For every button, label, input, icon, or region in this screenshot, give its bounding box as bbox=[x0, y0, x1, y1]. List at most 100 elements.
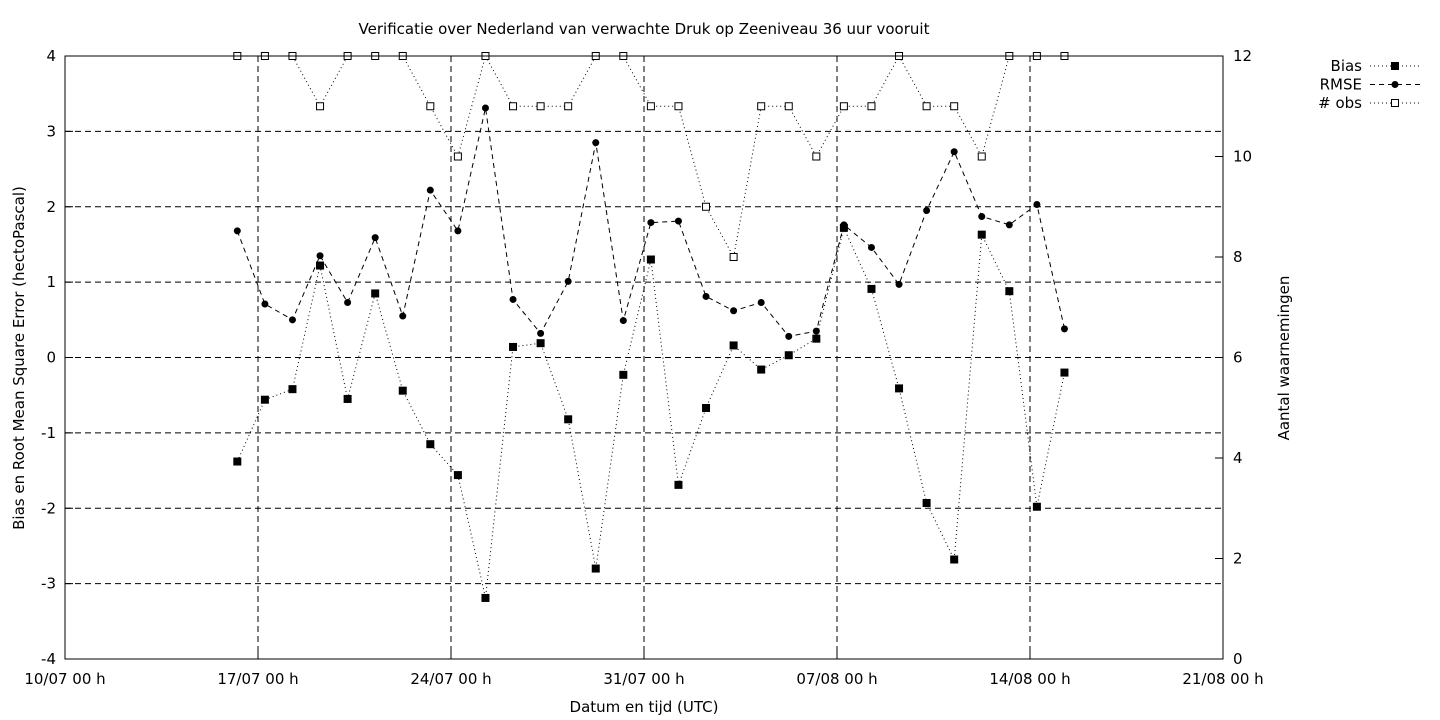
y-tick-label: -3 bbox=[41, 575, 56, 593]
series-layer bbox=[233, 52, 1069, 602]
x-tick-label: 21/08 00 h bbox=[1182, 670, 1263, 688]
data-point-obs bbox=[839, 102, 848, 111]
data-point-bias bbox=[922, 498, 931, 507]
legend-marker-obs bbox=[1391, 99, 1399, 107]
y2-tick-label: 4 bbox=[1233, 449, 1243, 467]
data-point-rmse bbox=[923, 207, 931, 215]
series-bias bbox=[233, 223, 1069, 602]
grid bbox=[65, 56, 1223, 659]
series-obs bbox=[233, 52, 1069, 261]
data-point-bias bbox=[288, 385, 297, 394]
plot-frame bbox=[64, 55, 1224, 660]
y-tick-label: 3 bbox=[46, 122, 56, 140]
legend-label-obs: # obs bbox=[1318, 94, 1362, 112]
data-point-obs bbox=[757, 102, 766, 111]
data-point-rmse bbox=[785, 332, 793, 340]
data-point-obs bbox=[509, 102, 518, 111]
x-tick-label: 24/07 00 h bbox=[410, 670, 491, 688]
data-point-rmse bbox=[233, 227, 241, 235]
data-point-rmse bbox=[261, 300, 269, 308]
data-point-rmse bbox=[371, 234, 379, 242]
data-point-bias bbox=[481, 593, 490, 602]
data-point-bias bbox=[398, 386, 407, 395]
data-point-rmse bbox=[950, 148, 958, 156]
y-tick-label: 2 bbox=[46, 198, 56, 216]
data-point-bias bbox=[316, 261, 325, 270]
data-point-obs bbox=[536, 102, 545, 111]
y2-tick-label: 0 bbox=[1233, 650, 1243, 668]
data-point-bias bbox=[453, 471, 462, 480]
data-point-rmse bbox=[344, 298, 352, 306]
data-point-rmse bbox=[509, 295, 517, 303]
data-point-obs bbox=[453, 152, 462, 161]
data-point-obs bbox=[564, 102, 573, 111]
data-point-rmse bbox=[674, 217, 682, 225]
data-point-rmse bbox=[702, 292, 710, 300]
data-point-rmse bbox=[399, 312, 407, 320]
series-line-obs bbox=[237, 54, 1065, 259]
y-axis-label: Bias en Root Mean Square Error (hectoPas… bbox=[10, 186, 28, 530]
data-point-bias bbox=[757, 365, 766, 374]
data-point-rmse bbox=[592, 139, 600, 147]
data-point-rmse bbox=[619, 317, 627, 325]
data-point-rmse bbox=[481, 104, 489, 112]
data-point-bias bbox=[812, 334, 821, 343]
data-point-rmse bbox=[316, 252, 324, 260]
data-point-rmse bbox=[730, 307, 738, 315]
legend-marker-rmse bbox=[1391, 81, 1399, 88]
x-tick-label: 31/07 00 h bbox=[603, 670, 684, 688]
data-point-obs bbox=[702, 202, 711, 211]
data-point-bias bbox=[729, 341, 738, 350]
y-tick-label: -4 bbox=[41, 650, 56, 668]
data-point-bias bbox=[1005, 287, 1014, 296]
data-point-bias bbox=[371, 289, 380, 298]
x-tick-label: 10/07 00 h bbox=[24, 670, 105, 688]
data-point-obs bbox=[784, 102, 793, 111]
data-point-bias bbox=[895, 384, 904, 393]
data-point-obs bbox=[922, 102, 931, 111]
data-point-rmse bbox=[426, 186, 434, 194]
data-point-rmse bbox=[564, 277, 572, 285]
data-point-rmse bbox=[895, 280, 903, 288]
data-point-obs bbox=[646, 102, 655, 111]
y2-axis-label: Aantal waarnemingen bbox=[1275, 276, 1293, 441]
data-point-rmse bbox=[288, 316, 296, 324]
y2-tick-label: 8 bbox=[1233, 248, 1243, 266]
data-point-bias bbox=[260, 395, 269, 404]
data-point-rmse bbox=[978, 213, 986, 221]
data-point-bias bbox=[977, 230, 986, 239]
y2-tick-label: 2 bbox=[1233, 550, 1243, 568]
data-point-obs bbox=[674, 102, 683, 111]
data-point-bias bbox=[233, 457, 242, 466]
data-point-bias bbox=[619, 370, 628, 379]
data-point-bias bbox=[536, 339, 545, 348]
chart-title: Verificatie over Nederland van verwachte… bbox=[359, 20, 930, 38]
y-tick-label: -2 bbox=[41, 499, 56, 517]
series-line-bias bbox=[236, 226, 1065, 599]
data-point-rmse bbox=[454, 227, 462, 235]
data-point-rmse bbox=[1060, 325, 1068, 333]
x-axis-label: Datum en tijd (UTC) bbox=[570, 698, 719, 716]
x-tick-label: 17/07 00 h bbox=[217, 670, 298, 688]
y-tick-label: 4 bbox=[46, 47, 56, 65]
data-point-obs bbox=[867, 102, 876, 111]
data-point-bias bbox=[426, 440, 435, 449]
y2-tick-label: 6 bbox=[1233, 349, 1243, 367]
data-point-bias bbox=[674, 480, 683, 489]
y2-tick-label: 10 bbox=[1233, 148, 1252, 166]
data-point-obs bbox=[950, 102, 959, 111]
data-point-rmse bbox=[537, 329, 545, 337]
y-tick-label: 1 bbox=[46, 273, 56, 291]
data-point-bias bbox=[867, 284, 876, 293]
data-point-bias bbox=[784, 351, 793, 360]
data-point-obs bbox=[977, 152, 986, 161]
data-point-rmse bbox=[840, 221, 848, 229]
data-point-rmse bbox=[1005, 221, 1013, 229]
data-point-obs bbox=[426, 102, 435, 111]
x-tick-label: 14/08 00 h bbox=[989, 670, 1070, 688]
data-point-bias bbox=[1060, 368, 1069, 377]
data-point-bias bbox=[564, 415, 573, 424]
